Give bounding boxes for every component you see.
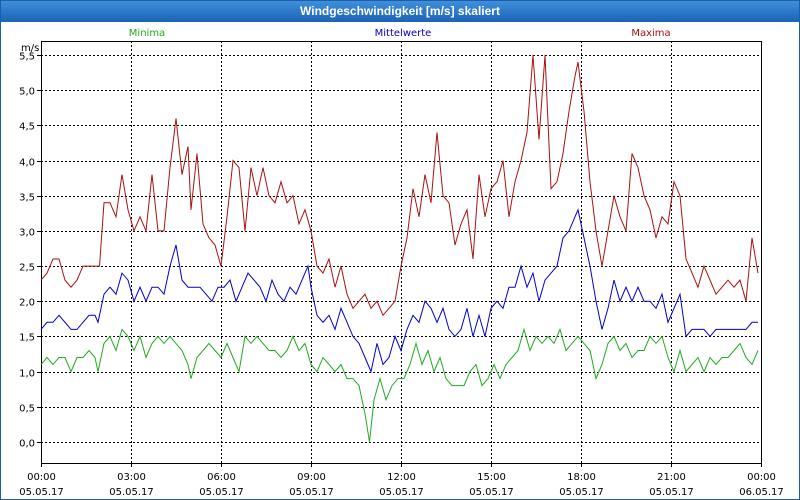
legend-entry-mittelwerte: Mittelwerte	[375, 28, 432, 39]
legend: Minima Mittelwerte Maxima	[129, 28, 671, 39]
axis-labels: m/s 0,0 0,5 1,0 1,5 2,0 2,5 3,0 3,5 4,0 4,5 5,0 5,5…	[19, 43, 784, 498]
y-tick-label: 3,0	[19, 228, 35, 239]
x-tick-date-label: 05.05.17	[379, 487, 424, 498]
x-tick-date-label: 05.05.17	[199, 487, 244, 498]
x-tick-date-label: 05.05.17	[469, 487, 514, 498]
x-tick-time-label: 09:00	[297, 472, 326, 483]
y-tick-label: 1,0	[19, 369, 35, 380]
x-tick-date-label: 05.05.17	[19, 487, 64, 498]
y-tick-label: 0,0	[19, 439, 35, 450]
y-tick-label: 4,5	[19, 122, 35, 133]
x-tick-date-label: 05.05.17	[109, 487, 154, 498]
y-tick-label: 5,0	[19, 87, 35, 98]
x-tick-date-label: 05.05.17	[559, 487, 604, 498]
x-tick-date-label: 05.05.17	[649, 487, 694, 498]
series-line-minima	[40, 327, 759, 442]
x-tick-time-label: 15:00	[477, 472, 506, 483]
legend-entry-minima: Minima	[129, 28, 165, 39]
plot-area	[41, 41, 762, 464]
y-tick-label: 4,0	[19, 158, 35, 169]
chart-title: Windgeschwindigkeit [m/s] skaliert	[1, 1, 799, 22]
series-lines	[40, 55, 759, 442]
x-tick-time-label: 18:00	[567, 472, 596, 483]
series-line-maxima	[40, 55, 759, 317]
y-tick-label: 3,5	[19, 193, 35, 204]
y-tick-label: 1,5	[19, 333, 35, 344]
y-tick-label: 2,5	[19, 263, 35, 274]
x-tick-time-label: 21:00	[657, 472, 686, 483]
x-tick-time-label: 06:00	[207, 472, 236, 483]
x-tick-time-label: 00:00	[27, 472, 56, 483]
legend-entry-maxima: Maxima	[631, 28, 670, 39]
x-tick-time-label: 12:00	[387, 472, 416, 483]
x-tick-time-label: 00:00	[747, 472, 776, 483]
x-tick-time-label: 03:00	[117, 472, 146, 483]
y-axis-label: m/s	[21, 43, 39, 54]
y-tick-label: 5,5	[19, 52, 35, 63]
y-tick-label: 2,0	[19, 298, 35, 309]
series-line-mittelwerte	[40, 208, 758, 374]
y-tick-label: 0,5	[19, 404, 35, 415]
x-tick-date-label: 05.05.17	[289, 487, 334, 498]
x-tick-date-label: 06.05.17	[739, 487, 784, 498]
